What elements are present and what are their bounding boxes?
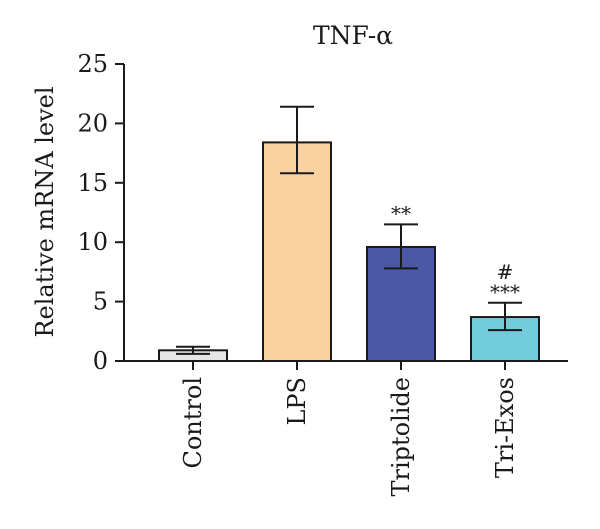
x-tick-label: Tri-Exos [491,377,519,478]
significance-marker: *** [490,280,520,304]
x-tick-label: Triptolide [387,377,415,497]
y-tick-label: 25 [77,50,108,78]
bars: *****# [158,105,540,363]
y-tick-label: 0 [93,347,108,375]
y-axis-label: Relative mRNA level [31,86,59,337]
bar-lps [262,141,332,362]
significance-marker-hash: # [497,260,514,284]
chart-title: TNF-α [313,21,393,50]
x-tick-label: Control [179,377,207,469]
y-tick-label: 15 [77,169,108,197]
y-tick-label: 5 [93,288,108,316]
y-tick-label: 20 [77,109,108,137]
x-ticks: Control LPS Triptolide Tri-Exos [179,361,519,497]
significance-marker: ** [391,201,411,225]
y-tick-label: 10 [77,228,108,256]
y-ticks: 0 5 10 15 20 25 [77,50,124,375]
x-tick-label: LPS [283,377,311,426]
